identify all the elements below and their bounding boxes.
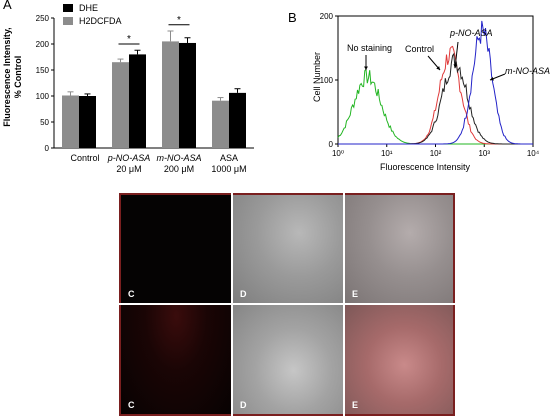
category-dose-m-no-asa: 200 μM: [163, 164, 195, 174]
legend-label-dhe: DHE: [79, 3, 99, 13]
image-label-c-top: C: [128, 289, 135, 299]
image-label-d-bottom: D: [240, 400, 247, 410]
panel-divider-horizontal: [119, 303, 455, 305]
bar-dhe-0: [79, 96, 96, 148]
x-tick-label-b: 10²: [430, 149, 442, 158]
legend-swatch-h2dcfda: [63, 17, 73, 25]
y-tick-label-b: 200: [320, 12, 334, 21]
y-tick-label-b: 100: [320, 76, 334, 85]
bar-dhe-1: [129, 54, 146, 148]
legend-label-h2dcfda: H2DCFDA: [79, 16, 122, 26]
image-c-top: C: [121, 195, 231, 303]
panel-divider-vertical-2: [343, 193, 345, 416]
y-tick-label-a: 200: [36, 40, 50, 49]
y-tick-label-b: 0: [329, 140, 334, 149]
panel-a-letter: A: [3, 0, 12, 12]
significance-star: *: [127, 34, 131, 45]
legend-swatch-dhe: [63, 4, 73, 12]
arrow-control-head: [436, 66, 440, 70]
category-label-m-no-asa: m-NO-ASA 200 μM: [149, 153, 209, 175]
x-tick-label-b: 10³: [478, 149, 490, 158]
y-tick-label-a: 150: [36, 66, 50, 75]
image-d-bottom: D: [233, 305, 343, 414]
category-name-p-no-asa: p-NO-ASA: [107, 153, 151, 163]
arrow-p-no-asa-head: [453, 64, 458, 68]
y-axis-title-b: Cell Number: [312, 52, 322, 103]
annotation-p-no-asa: p-NO-ASA: [450, 28, 493, 38]
bar-chart-a: 0 50 100 150 200 250 * *: [36, 14, 254, 153]
histogram-control: [338, 45, 533, 145]
histogram-m-no-asa: [338, 20, 533, 145]
bar-h2dcfda-1: [112, 62, 129, 149]
category-label-p-no-asa: p-NO-ASA 20 μM: [99, 153, 159, 175]
legend-h2dcfda: H2DCFDA: [63, 16, 122, 26]
y-axis-title-a: Fluorescence Intensity, % Control: [2, 27, 23, 127]
category-name-control: Control: [70, 153, 100, 163]
significance-star: *: [177, 15, 181, 26]
image-label-d-top: D: [240, 289, 247, 299]
category-dose-p-no-asa: 20 μM: [116, 164, 142, 174]
image-d-top: D: [233, 195, 343, 303]
category-name-m-no-asa: m-NO-ASA: [156, 153, 202, 163]
annotation-m-no-asa: m-NO-ASA: [505, 66, 550, 76]
bar-h2dcfda-0: [62, 95, 79, 148]
y-tick-label-a: 50: [40, 118, 49, 127]
legend-dhe: DHE: [63, 3, 98, 13]
y-tick-label-a: 0: [45, 144, 50, 153]
histogram-no-staining: [337, 68, 533, 145]
panel-b-letter: B: [288, 10, 297, 25]
image-e-top: E: [345, 195, 453, 303]
arrow-no-staining-head: [364, 66, 368, 70]
bar-h2dcfda-3: [212, 100, 229, 148]
arrow-p-no-asa: [454, 41, 459, 69]
x-tick-label-b: 10⁰: [332, 149, 344, 158]
image-label-c-bottom: C: [128, 400, 135, 410]
annotation-no-staining: No staining: [347, 43, 393, 53]
category-label-control: Control: [55, 153, 115, 164]
category-label-asa: ASA 1000 μM: [199, 153, 259, 175]
image-label-e-top: E: [352, 289, 359, 299]
x-tick-label-b: 10¹: [381, 149, 393, 158]
image-e-bottom: E: [345, 305, 453, 414]
category-name-asa: ASA: [219, 153, 238, 163]
y-tick-label-a: 100: [36, 92, 50, 101]
image-c-bottom: C: [121, 305, 231, 414]
annotation-control: Control: [405, 44, 435, 54]
histogram-chart-b: 0 100 200 10⁰ 10¹ 10² 10³ 10⁴: [320, 12, 540, 158]
x-axis-title-b: Fluorescence Intensity: [380, 162, 471, 172]
category-dose-asa: 1000 μM: [211, 164, 247, 174]
microscopy-panel-grid: C D E C D E: [119, 193, 455, 416]
image-label-e-bottom: E: [352, 400, 359, 410]
arrow-m-no-asa-head: [490, 76, 494, 81]
bar-dhe-2: [179, 42, 196, 148]
bar-dhe-3: [229, 92, 246, 148]
panel-divider-vertical-1: [231, 193, 233, 416]
y-tick-label-a: 250: [36, 14, 50, 23]
bar-h2dcfda-2: [162, 41, 179, 148]
x-tick-label-b: 10⁴: [527, 149, 540, 158]
